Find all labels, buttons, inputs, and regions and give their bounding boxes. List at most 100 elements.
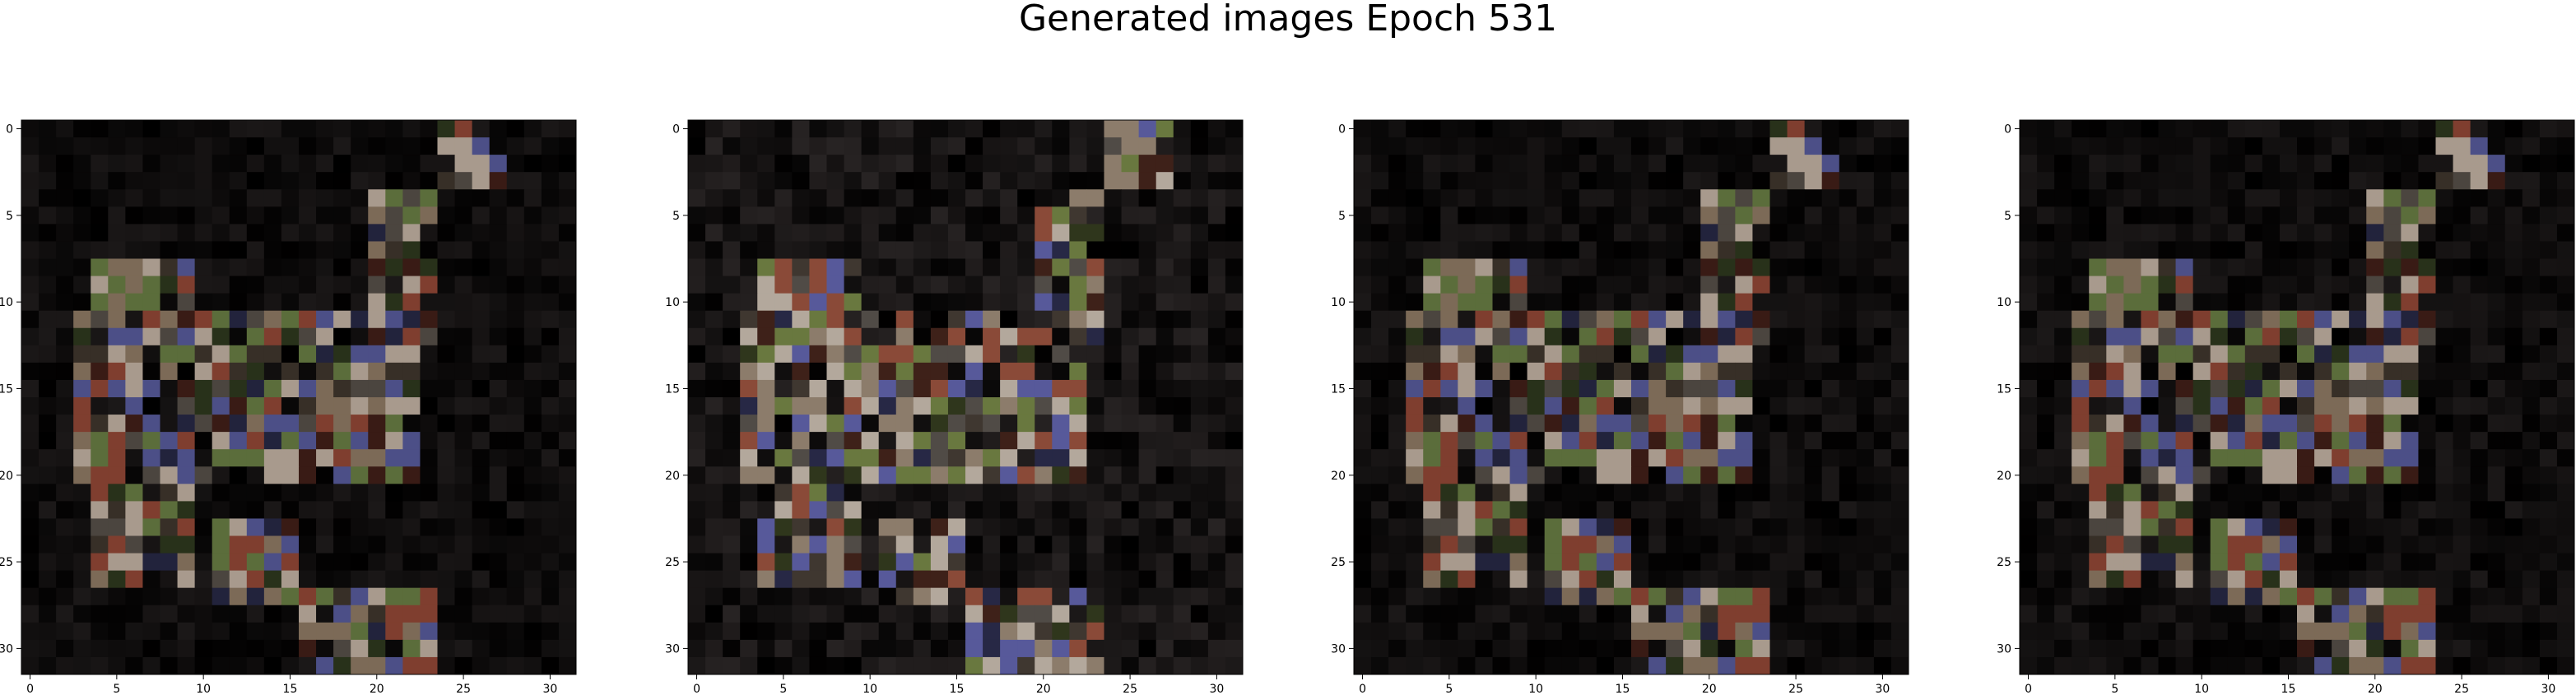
image-pixel: [2332, 293, 2350, 312]
image-pixel: [2158, 379, 2177, 398]
image-pixel: [1035, 137, 1053, 155]
image-pixel: [2470, 379, 2489, 398]
image-pixel: [281, 155, 300, 173]
image-pixel: [1440, 327, 1458, 346]
image-pixel: [1804, 224, 1823, 242]
image-pixel: [281, 241, 300, 259]
image-pixel: [2089, 466, 2107, 484]
image-pixel: [1017, 241, 1035, 259]
image-pixel: [2418, 605, 2436, 623]
image-pixel: [2279, 415, 2298, 433]
image-pixel: [333, 518, 351, 536]
image-pixel: [1371, 501, 1389, 519]
image-pixel: [1104, 310, 1123, 329]
x-tick: 30: [1875, 674, 1890, 695]
image-pixel: [108, 206, 126, 225]
image-pixel: [420, 587, 438, 606]
image-pixel: [878, 449, 897, 467]
image-pixel: [506, 379, 525, 398]
image-pixel: [1631, 379, 1649, 398]
image-pixel: [2089, 397, 2107, 415]
image-pixel: [1509, 639, 1528, 658]
image-pixel: [1787, 137, 1806, 155]
image-pixel: [2071, 241, 2090, 259]
image-pixel: [774, 137, 793, 155]
image-pixel: [506, 241, 525, 259]
image-pixel: [1683, 656, 1701, 675]
image-pixel: [1752, 172, 1770, 190]
image-pixel: [2262, 258, 2281, 277]
image-pixel: [1804, 362, 1823, 381]
image-pixel: [930, 518, 949, 536]
image-pixel: [1666, 501, 1684, 519]
image-pixel: [2123, 258, 2141, 277]
image-pixel: [454, 224, 473, 242]
image-pixel: [1666, 276, 1684, 294]
image-pixel: [2123, 397, 2141, 415]
image-pixel: [1440, 639, 1458, 658]
image-pixel: [1173, 362, 1192, 381]
image-pixel: [351, 258, 369, 277]
image-pixel: [2314, 535, 2332, 554]
image-pixel: [1752, 415, 1770, 433]
image-pixel: [472, 276, 491, 294]
image-pixel: [1787, 362, 1806, 381]
y-tick: 10: [0, 296, 21, 309]
image-pixel: [1509, 553, 1528, 572]
image-pixel: [1509, 206, 1528, 225]
image-pixel: [1190, 449, 1209, 467]
image-pixel: [1700, 656, 1718, 675]
image-pixel: [774, 415, 793, 433]
image-pixel: [1787, 415, 1806, 433]
image-pixel: [1648, 397, 1667, 415]
image-pixel: [2470, 484, 2489, 502]
image-pixel: [1475, 310, 1493, 329]
image-pixel: [1475, 605, 1493, 623]
image-pixel: [558, 310, 577, 329]
image-pixel: [2470, 535, 2489, 554]
image-pixel: [142, 310, 160, 329]
image-pixel: [1052, 310, 1070, 329]
image-pixel: [229, 310, 248, 329]
image-pixel: [826, 276, 845, 294]
image-pixel: [895, 518, 914, 536]
image-pixel: [299, 293, 317, 312]
image-pixel: [212, 276, 230, 294]
image-pixel: [1138, 432, 1157, 450]
image-pixel: [246, 362, 265, 381]
image-pixel: [1225, 206, 1244, 225]
image-pixel: [523, 172, 542, 190]
image-pixel: [489, 415, 508, 433]
image-pixel: [930, 432, 949, 450]
image-pixel: [1579, 137, 1597, 155]
image-pixel: [2106, 327, 2124, 346]
image-pixel: [472, 258, 491, 277]
y-tick: 5: [6, 210, 21, 223]
image-pixel: [316, 310, 334, 329]
image-pixel: [1769, 189, 1788, 207]
image-pixel: [2401, 155, 2419, 173]
image-pixel: [1769, 241, 1788, 259]
image-pixel: [2487, 432, 2506, 450]
image-pixel: [2054, 415, 2072, 433]
image-pixel: [472, 449, 491, 467]
image-pixel: [1017, 276, 1035, 294]
image-pixel: [2297, 206, 2315, 225]
image-pixel: [1138, 466, 1157, 484]
image-pixel: [1544, 397, 1563, 415]
image-pixel: [506, 327, 525, 346]
image-pixel: [2349, 570, 2367, 589]
image-pixel: [1155, 535, 1174, 554]
image-pixel: [1821, 605, 1840, 623]
image-pixel: [2037, 622, 2055, 641]
image-pixel: [1561, 293, 1580, 312]
image-pixel: [39, 501, 57, 519]
image-pixel: [1225, 622, 1244, 641]
image-pixel: [983, 587, 1001, 606]
image-pixel: [2453, 587, 2471, 606]
image-pixel: [2435, 362, 2454, 381]
image-pixel: [723, 518, 741, 536]
image-pixel: [2106, 415, 2124, 433]
image-pixel: [2020, 310, 2038, 329]
image-pixel: [1104, 415, 1123, 433]
